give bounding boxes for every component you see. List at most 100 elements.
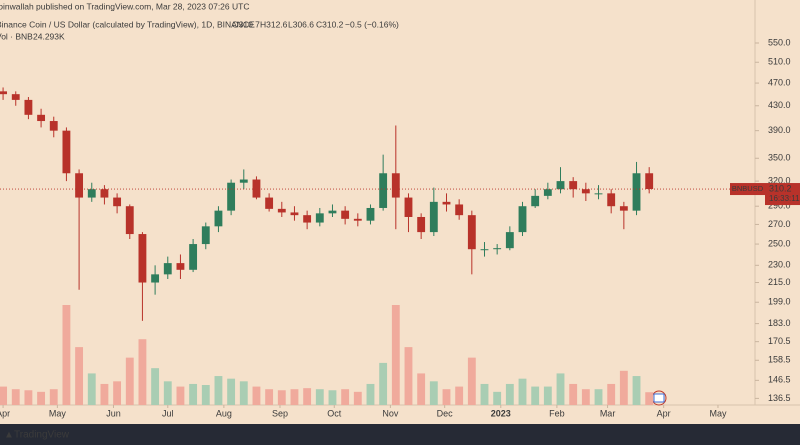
volume-bar [138,339,147,405]
candle-body [49,121,58,131]
volume-bar [429,381,438,405]
candle-body [518,206,527,233]
volume-bar [379,362,388,405]
volume-bar [442,389,451,405]
y-tick-label: 290.0 [768,201,791,211]
volume-bar [151,368,160,405]
candle-body [404,197,413,217]
x-tick-label: Apr [0,408,10,418]
candle-body [113,197,122,207]
volume-bar [0,386,8,405]
y-tick-label: 183.0 [768,318,791,328]
volume-bar [87,373,96,405]
volume-bar [277,390,286,405]
x-tick-label: Aug [216,408,232,418]
countdown: 16:33:11 [769,194,800,203]
candle-body [100,189,109,198]
y-tick-label: 170.5 [768,336,791,346]
volume-bar [239,381,248,405]
candle-body [87,189,96,198]
volume-bar [265,389,274,405]
volume-bar [227,378,236,405]
candle-body [442,201,451,205]
candle-body [62,130,71,174]
y-tick-label: 230.0 [768,260,791,270]
candle-body [265,197,274,209]
volume-bar [37,391,46,405]
candle-body [138,234,147,283]
x-tick-label: Sep [272,408,288,418]
symbol-label: BNBUSD [732,184,764,193]
candle-body [163,263,172,275]
volume-bar [62,305,71,405]
volume-bar [189,383,198,405]
candle-body [429,201,438,233]
volume-bar [366,383,375,405]
volume-bar [113,381,122,405]
x-tick-label: Nov [382,408,399,418]
volume-bar [607,383,616,405]
y-tick-label: 510.0 [768,57,791,67]
candle-body [239,179,248,183]
candle-body [619,206,628,211]
volume-bar [11,389,20,405]
candle-body [227,182,236,211]
candle-body [569,181,578,190]
x-tick-label: Mar [600,408,616,418]
price-tag [765,183,800,206]
x-tick-label: Feb [549,408,565,418]
y-tick-label: 470.0 [768,77,791,87]
volume-bar [455,386,464,405]
y-tick-label: 350.0 [768,153,791,163]
candle-body [125,206,134,235]
candle-body [252,179,261,198]
ohlc: L306.6 [288,19,314,29]
ohlc: C310.2 [316,19,344,29]
volume-bar [632,376,641,405]
volume-bar [353,391,362,405]
candle-body [277,208,286,213]
volume-bar [404,347,413,405]
volume-bar [645,392,654,405]
y-tick-label: 215.0 [768,277,791,287]
volume-bar [619,370,628,405]
volume-bar [214,376,223,405]
x-tick-label: Jun [106,408,121,418]
candle-body [543,189,552,196]
volume-bar [328,390,337,405]
y-tick-label: 320.0 [768,175,791,185]
y-tick-label: 146.5 [768,375,791,385]
candle-body [341,210,350,219]
candle-body [607,193,616,207]
event-icon [651,390,667,406]
candle-body [391,173,400,198]
ohlc: H312.6 [260,19,288,29]
symbol: Binance Coin / US Dollar (calculated by … [0,19,255,29]
y-tick-label: 270.0 [768,219,791,229]
candle-body [0,91,8,95]
y-tick-label: 390.0 [768,125,791,135]
candle-body [505,232,514,249]
candle-body [353,218,362,221]
volume-bar [581,389,590,405]
y-tick-label: 250.0 [768,238,791,248]
x-tick-label: 2023 [491,408,511,418]
candle-body [379,173,388,208]
volume-bar [467,357,476,405]
y-tick-label: 136.5 [768,393,791,403]
candle-body [366,207,375,221]
volume-bar [176,386,185,405]
candle-body [214,210,223,227]
footer-brand: TradingView [14,430,70,441]
candle-body [75,173,84,198]
candle-body [480,249,489,251]
candle-body [328,210,337,214]
volume-bar [303,388,312,405]
candle-body [201,226,210,245]
candle-body [645,173,654,190]
candle-body [594,193,603,195]
candle-body [531,195,540,207]
volume-title: Vol · BNB [0,31,33,41]
volume-bar [341,389,350,405]
